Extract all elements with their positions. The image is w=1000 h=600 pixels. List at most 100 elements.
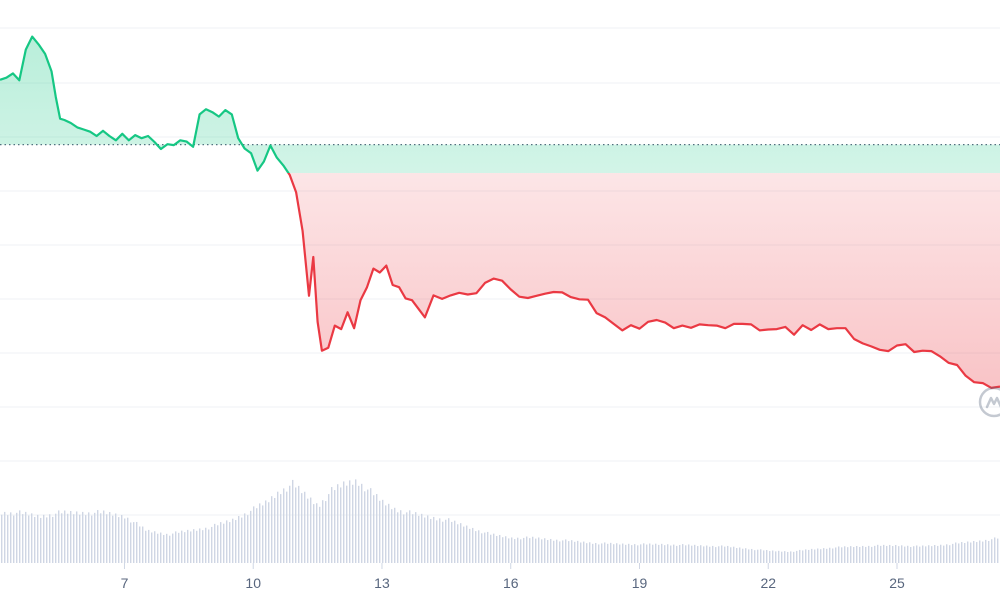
- volume-bar-44: [133, 522, 135, 563]
- volume-bar-188: [565, 539, 567, 563]
- volume-bar-287: [862, 545, 864, 563]
- volume-bar-300: [901, 545, 903, 563]
- volume-bar-267: [802, 550, 804, 563]
- volume-bar-34: [103, 510, 105, 563]
- volume-bar-49: [148, 529, 150, 563]
- volume-bar-286: [859, 546, 861, 563]
- volume-bar-134: [403, 514, 405, 563]
- volume-bar-81: [244, 513, 246, 563]
- volume-bar-288: [865, 546, 867, 563]
- volume-bar-301: [904, 546, 906, 563]
- volume-bar-75: [226, 520, 228, 563]
- volume-bar-245: [736, 548, 738, 563]
- volume-bar-238: [715, 547, 717, 563]
- volume-bar-67: [202, 530, 204, 563]
- volume-bar-253: [760, 549, 762, 563]
- volume-bar-114: [343, 481, 345, 563]
- volume-bar-32: [97, 510, 99, 563]
- volume-bar-132: [397, 512, 399, 563]
- volume-bar-161: [484, 532, 486, 563]
- volume-bar-93: [280, 494, 282, 563]
- volume-bar-328: [985, 539, 987, 563]
- volume-bar-273: [820, 549, 822, 563]
- volume-bar-158: [475, 531, 477, 563]
- volume-bar-241: [724, 546, 726, 563]
- volume-bar-72: [217, 525, 219, 563]
- volume-bar-147: [442, 521, 444, 563]
- price-area-fills: [0, 36, 1000, 388]
- volume-bar-15: [46, 517, 48, 563]
- volume-bar-175: [526, 536, 528, 563]
- volume-bar-63: [190, 531, 192, 563]
- volume-bar-176: [529, 538, 531, 563]
- volume-bar-324: [973, 540, 975, 563]
- volume-bar-138: [415, 512, 417, 563]
- volume-bar-64: [193, 529, 195, 563]
- volume-bar-235: [706, 545, 708, 563]
- volume-bar-33: [100, 513, 102, 563]
- volume-bar-41: [124, 518, 126, 563]
- x-tick-label-6: 25: [889, 575, 905, 591]
- volume-bar-58: [175, 531, 177, 563]
- volume-bar-76: [229, 522, 231, 563]
- volume-bar-130: [391, 509, 393, 563]
- volume-bar-271: [814, 549, 816, 563]
- volume-bar-117: [352, 484, 354, 563]
- volume-bar-206: [619, 544, 621, 563]
- price-line-up: [0, 35, 290, 173]
- volume-bar-178: [535, 538, 537, 563]
- volume-bar-302: [907, 545, 909, 563]
- volume-bar-199: [598, 544, 600, 563]
- volume-bar-160: [481, 533, 483, 563]
- volume-bar-258: [775, 551, 777, 563]
- volume-bar-310: [931, 546, 933, 563]
- volume-bar-125: [376, 494, 378, 563]
- volume-bar-305: [916, 545, 918, 563]
- volume-bar-66: [199, 528, 201, 563]
- volume-bar-95: [286, 491, 288, 563]
- volume-bar-306: [919, 546, 921, 563]
- volume-bar-83: [250, 510, 252, 563]
- volume-bar-236: [709, 546, 711, 563]
- volume-bar-220: [661, 543, 663, 563]
- volume-bar-315: [946, 544, 948, 563]
- volume-bar-320: [961, 542, 963, 563]
- volume-bar-299: [898, 546, 900, 563]
- volume-bar-200: [601, 543, 603, 563]
- volume-bar-275: [826, 548, 828, 563]
- volume-bar-196: [589, 542, 591, 563]
- volume-bar-221: [664, 545, 666, 563]
- volume-bar-317: [952, 543, 954, 563]
- volume-bar-326: [979, 540, 981, 563]
- volume-bar-183: [550, 538, 552, 563]
- volume-bar-193: [580, 542, 582, 563]
- x-tick-label-1: 10: [245, 575, 261, 591]
- volume-bar-65: [196, 530, 198, 563]
- volume-bar-169: [508, 538, 510, 563]
- volume-bar-291: [874, 545, 876, 563]
- volume-bar-226: [679, 544, 681, 563]
- volume-bar-259: [778, 550, 780, 563]
- volume-bar-140: [421, 513, 423, 563]
- volume-bar-270: [811, 548, 813, 563]
- volume-bar-314: [943, 545, 945, 563]
- volume-bar-272: [817, 548, 819, 563]
- volume-bar-127: [382, 499, 384, 563]
- volume-bar-265: [796, 550, 798, 563]
- volume-bar-118: [355, 479, 357, 563]
- volume-bar-179: [538, 537, 540, 563]
- volume-bar-24: [73, 514, 75, 563]
- volume-bar-248: [745, 548, 747, 563]
- volume-bar-43: [130, 522, 132, 563]
- volume-bar-240: [721, 545, 723, 563]
- volume-bar-26: [79, 514, 81, 563]
- volume-bar-145: [436, 520, 438, 563]
- volume-bar-294: [883, 544, 885, 563]
- volume-bar-38: [115, 513, 117, 563]
- volume-bar-35: [106, 514, 108, 563]
- volume-bar-277: [832, 548, 834, 563]
- volume-bar-54: [163, 534, 165, 563]
- volume-bar-180: [541, 539, 543, 563]
- volume-bar-52: [157, 533, 159, 563]
